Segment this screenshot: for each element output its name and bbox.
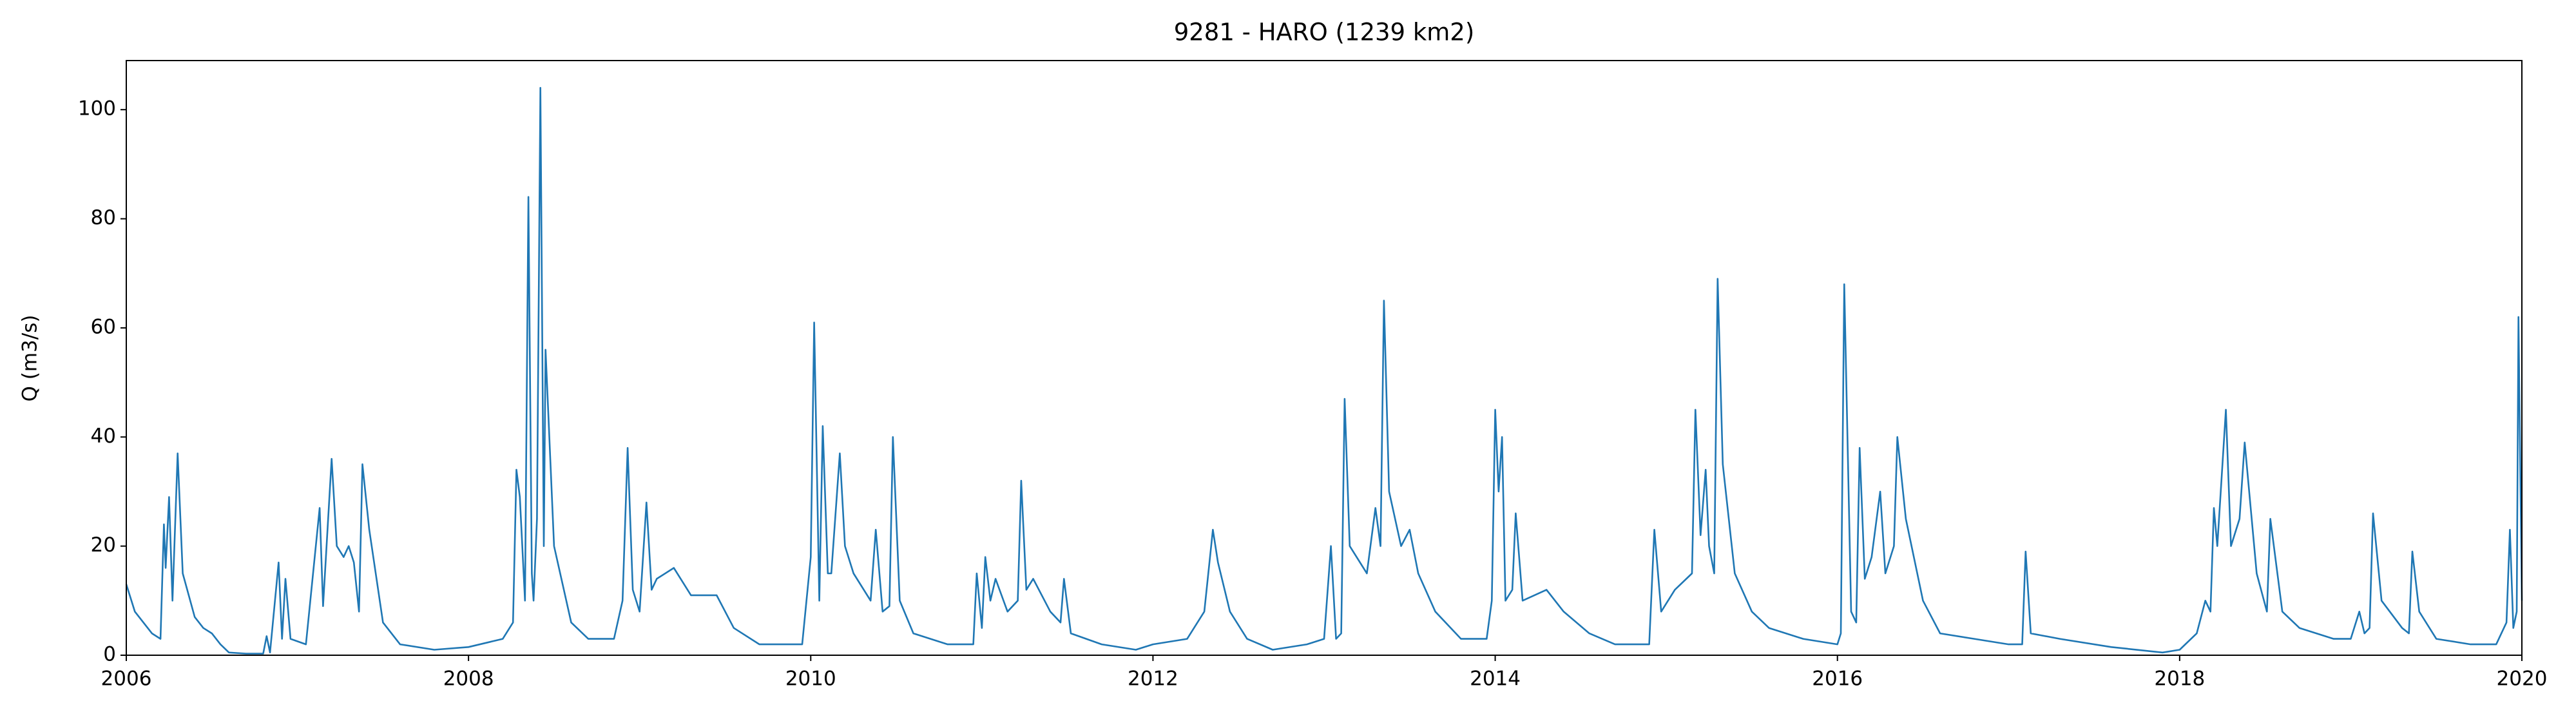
y-tick-label: 100	[78, 97, 116, 120]
y-tick-label: 80	[91, 206, 116, 229]
x-tick-label: 2008	[443, 667, 494, 691]
x-tick-label: 2006	[101, 667, 152, 691]
flow-line	[125, 87, 2523, 655]
x-tick-label: 2014	[1470, 667, 1521, 691]
y-tick-label: 20	[91, 533, 116, 557]
y-tick-label: 40	[91, 425, 116, 448]
y-tick-label: 60	[91, 315, 116, 338]
x-tick-label: 2018	[2154, 667, 2205, 691]
y-axis-label: Q (m3/s)	[19, 315, 42, 402]
x-tick-label: 2010	[785, 667, 836, 691]
x-tick-label: 2012	[1128, 667, 1178, 691]
plot-frame	[126, 60, 2523, 656]
y-tick-label: 0	[103, 643, 116, 666]
chart-title: 9281 - HARO (1239 km2)	[1174, 19, 1475, 46]
x-tick-label: 2020	[2497, 667, 2548, 691]
x-tick-label: 2016	[1812, 667, 1863, 691]
